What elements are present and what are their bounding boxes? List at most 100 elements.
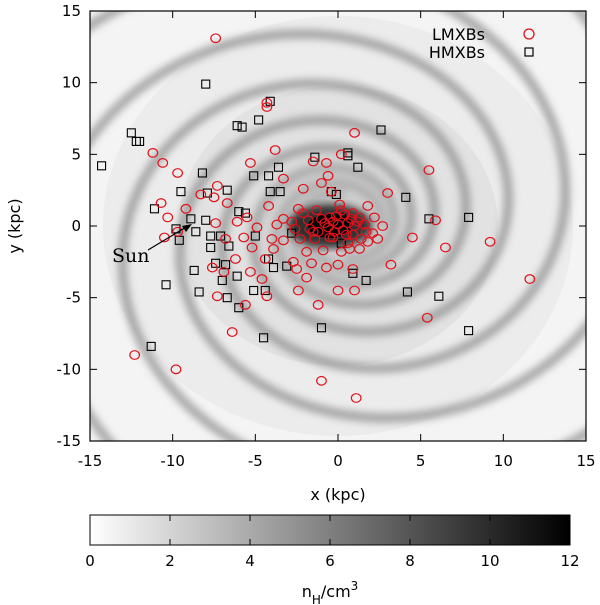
hmxb-point bbox=[232, 271, 242, 281]
lmxb-point bbox=[309, 233, 321, 244]
colorbar-tick-label: 8 bbox=[405, 552, 415, 570]
hmxb-point bbox=[191, 227, 201, 237]
x-axis: -15 -10 -5 0 5 10 15 bbox=[78, 11, 596, 470]
hmxb-point bbox=[254, 115, 264, 125]
lmxb-point bbox=[292, 285, 304, 296]
lmxb-point bbox=[162, 212, 174, 223]
hmxb-point bbox=[268, 263, 279, 273]
hmxb-point bbox=[249, 285, 259, 296]
hmxb-point bbox=[402, 287, 412, 297]
lmxb-point bbox=[301, 272, 312, 283]
lmxb-point bbox=[210, 33, 222, 44]
hmxb-point bbox=[232, 121, 242, 131]
lmxb-point bbox=[368, 212, 380, 223]
hmxb-point bbox=[264, 171, 274, 181]
sun-annotation: Sun bbox=[112, 224, 192, 267]
lmxb-point bbox=[230, 254, 241, 264]
hmxb-point bbox=[259, 333, 269, 343]
hmxb-point bbox=[424, 214, 434, 224]
lmxb-point bbox=[278, 173, 289, 184]
lmxb-point bbox=[332, 285, 344, 296]
lmxb-point bbox=[155, 198, 167, 208]
lmxb-point bbox=[317, 245, 329, 256]
lmxb-point bbox=[349, 127, 360, 138]
lmxb-point bbox=[271, 219, 283, 230]
x-tick-label: 0 bbox=[333, 452, 343, 470]
lmxb-point bbox=[524, 274, 536, 284]
legend-label-hmxb: HMXBs bbox=[429, 43, 485, 62]
lmxb-point bbox=[327, 216, 339, 227]
lmxb-point bbox=[263, 201, 274, 211]
lmxb-point bbox=[382, 188, 394, 198]
lmxb-point bbox=[278, 235, 289, 246]
lmxb-point bbox=[340, 229, 352, 240]
lmxb-point bbox=[311, 205, 322, 216]
lmxb-point bbox=[129, 350, 141, 360]
lmxb-point bbox=[354, 212, 365, 223]
hmxb-point bbox=[265, 96, 275, 106]
lmxb-point bbox=[362, 236, 374, 247]
hmxb-point bbox=[234, 303, 244, 313]
lmxb-point bbox=[180, 203, 192, 214]
hmxb-point bbox=[249, 171, 259, 181]
lmxb-point bbox=[423, 165, 435, 176]
lmxb-point bbox=[261, 291, 273, 302]
lmxb-point bbox=[220, 233, 231, 244]
lmxb-point bbox=[147, 147, 159, 158]
hmxb-point bbox=[222, 293, 232, 303]
lmxb-point bbox=[195, 189, 207, 200]
hmxb-point bbox=[464, 326, 474, 336]
lmxb-point bbox=[307, 156, 319, 167]
colorbar: 0 2 4 6 8 10 12 nH/cm3 bbox=[85, 514, 580, 605]
hmxb-point bbox=[376, 125, 386, 135]
hmxb-point bbox=[237, 122, 247, 132]
legend-marker-hmxb bbox=[524, 47, 534, 57]
hmxb-point bbox=[401, 192, 411, 202]
lmxb-point bbox=[316, 178, 327, 188]
lmxb-point bbox=[332, 259, 344, 270]
sun-arrowhead bbox=[182, 224, 192, 232]
hmxb-point bbox=[186, 214, 196, 224]
x-tick-label: 10 bbox=[494, 452, 513, 470]
y-tick-label: 0 bbox=[71, 217, 81, 235]
y-axis-title: y (kpc) bbox=[5, 198, 24, 253]
hmxb-point bbox=[348, 268, 358, 278]
hmxb-point bbox=[265, 187, 275, 197]
lmxb-point bbox=[269, 145, 281, 155]
lmxb-point bbox=[342, 218, 354, 229]
lmxb-point bbox=[244, 266, 256, 277]
colorbar-ticks: 0 2 4 6 8 10 12 bbox=[85, 515, 580, 570]
colorbar-tick-label: 0 bbox=[85, 552, 95, 570]
lmxb-point bbox=[355, 233, 367, 244]
hmxb-point bbox=[275, 187, 285, 197]
lmxb-point bbox=[240, 299, 251, 310]
lmxb-point bbox=[268, 244, 279, 254]
sun-label: Sun bbox=[112, 245, 150, 267]
lmxb-point bbox=[334, 199, 346, 210]
hmxb-point bbox=[234, 207, 244, 217]
colorbar-label-sub: H bbox=[312, 593, 321, 605]
hmxb-point bbox=[353, 162, 363, 172]
lmxb-point bbox=[226, 327, 238, 337]
hmxb-point bbox=[264, 254, 274, 264]
lmxb-point bbox=[256, 274, 268, 284]
lmxb-point bbox=[301, 246, 312, 257]
hmxb-point bbox=[97, 161, 107, 171]
lmxb-point bbox=[407, 232, 418, 243]
lmxb-point bbox=[335, 205, 347, 216]
x-tick-label: 5 bbox=[416, 452, 426, 470]
y-tick-label: -10 bbox=[57, 360, 82, 378]
lmxb-point bbox=[440, 242, 451, 253]
hmxb-point bbox=[206, 242, 216, 253]
legend-marker-lmxb bbox=[523, 28, 535, 40]
colorbar-label-main: n bbox=[302, 582, 312, 601]
hmxb-point bbox=[341, 215, 351, 225]
lmxb-point bbox=[307, 226, 319, 237]
lmxb-point bbox=[322, 170, 334, 181]
lmxb-point bbox=[210, 218, 222, 229]
colorbar-tick-label: 6 bbox=[325, 552, 335, 570]
lmxb-point bbox=[238, 232, 250, 243]
lmxb-point bbox=[325, 186, 337, 197]
lmxb-point bbox=[335, 149, 347, 160]
lmxb-point bbox=[484, 236, 496, 247]
